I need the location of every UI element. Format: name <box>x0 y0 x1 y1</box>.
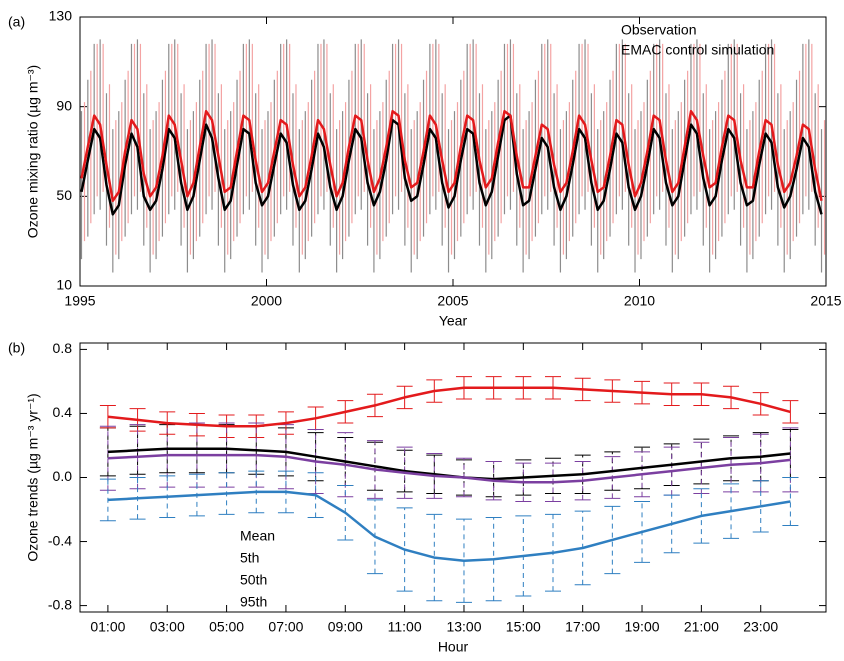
x-tick-label: 2000 <box>251 293 282 309</box>
series-line <box>80 109 823 203</box>
panel-label: (a) <box>8 14 25 30</box>
x-tick-label: 05:00 <box>209 619 244 635</box>
x-axis-title: Hour <box>438 639 469 655</box>
x-tick-label: 1995 <box>64 293 95 309</box>
legend-entry: 5th <box>240 550 259 566</box>
plot-frame <box>79 16 827 287</box>
legend-entry: 50th <box>240 572 267 588</box>
x-tick-label: 15:00 <box>506 619 541 635</box>
legend-entry: Observation <box>621 22 696 38</box>
y-tick-label: 90 <box>56 97 72 113</box>
x-axis-title: Year <box>439 313 468 329</box>
legend-entry: Mean <box>240 528 275 544</box>
series-line <box>107 453 791 484</box>
y-tick-label: 130 <box>49 8 73 24</box>
series-line <box>107 386 791 428</box>
y-tick-label: -0.4 <box>48 532 72 548</box>
y-tick-label: 0.0 <box>53 468 73 484</box>
x-tick-label: 17:00 <box>565 619 600 635</box>
legend-entry: 95th <box>240 594 267 610</box>
x-tick-label: 07:00 <box>268 619 303 635</box>
x-tick-label: 21:00 <box>684 619 719 635</box>
series-line <box>80 114 823 216</box>
legend-entry: EMAC control simulation <box>621 42 774 58</box>
y-axis-title: Ozone trends (µg m⁻³ yr⁻¹) <box>25 393 41 561</box>
y-tick-label: -0.8 <box>48 596 72 612</box>
x-tick-label: 13:00 <box>446 619 481 635</box>
x-tick-label: 09:00 <box>328 619 363 635</box>
y-tick-label: 0.8 <box>53 340 73 356</box>
series-line <box>107 490 791 563</box>
series-line <box>107 447 791 481</box>
y-tick-label: 0.4 <box>53 404 73 420</box>
y-tick-label: 10 <box>56 277 72 293</box>
x-tick-label: 19:00 <box>624 619 659 635</box>
x-tick-label: 01:00 <box>90 619 125 635</box>
x-tick-label: 2005 <box>437 293 468 309</box>
y-axis-title: Ozone mixing ratio (µg m⁻³) <box>25 65 41 238</box>
x-tick-label: 03:00 <box>150 619 185 635</box>
x-tick-label: 11:00 <box>388 619 422 635</box>
plot-frame <box>79 342 827 613</box>
x-tick-label: 2010 <box>624 293 655 309</box>
x-tick-label: 23:00 <box>743 619 778 635</box>
y-tick-label: 50 <box>56 187 72 203</box>
panel-label: (b) <box>8 340 25 356</box>
x-tick-label: 2015 <box>810 293 841 309</box>
